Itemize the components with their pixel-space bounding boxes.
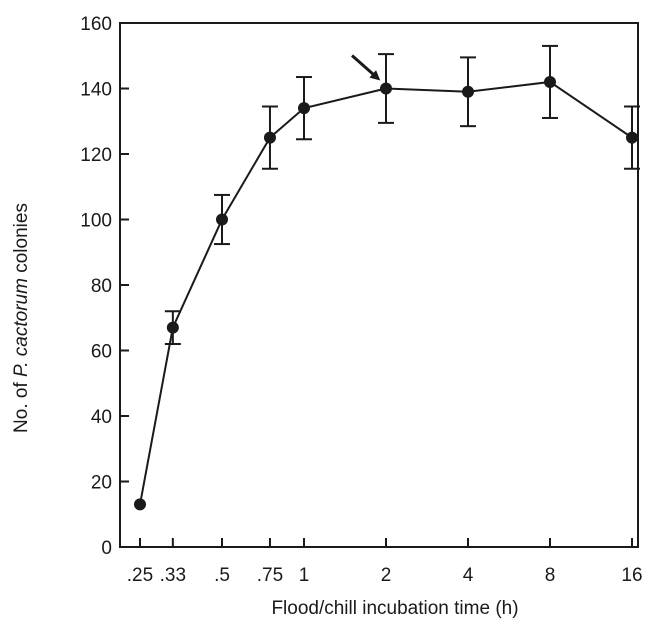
- x-tick-label: 8: [545, 565, 556, 586]
- data-point: [166, 321, 179, 334]
- x-tick-label: .75: [257, 565, 283, 586]
- y-tick-label: 40: [91, 407, 112, 428]
- data-point: [263, 131, 276, 144]
- data-point: [544, 75, 556, 88]
- data-point: [216, 213, 228, 226]
- y-tick-label: 140: [80, 80, 112, 101]
- series-group: [134, 44, 640, 511]
- x-tick-label: 1: [299, 565, 310, 586]
- annotation-arrow: [351, 54, 381, 81]
- y-tick-label: 120: [80, 145, 112, 166]
- y-axis-title-part: colonies: [11, 203, 32, 278]
- annotation-group: [351, 54, 381, 81]
- y-axis: 0 20 40 60 80 100 120 140 160: [80, 14, 129, 559]
- plot-frame: [119, 22, 639, 548]
- x-axis: .25 .33 .5 .75 1 2 4 8 16: [127, 538, 643, 586]
- x-tick-label: .33: [160, 565, 186, 586]
- data-point: [462, 85, 474, 98]
- x-tick-label: .5: [214, 565, 230, 586]
- data-point: [626, 131, 638, 144]
- x-axis-title: Flood/chill incubation time (h): [271, 598, 518, 619]
- y-tick-label: 80: [91, 276, 112, 297]
- data-point: [298, 102, 310, 115]
- y-tick-label: 160: [80, 14, 112, 35]
- series-line: [139, 80, 633, 505]
- x-tick-label: 2: [381, 565, 392, 586]
- data-point: [134, 498, 146, 511]
- y-tick-label: 60: [91, 342, 112, 363]
- y-tick-label: 0: [101, 538, 112, 559]
- y-axis-title-part: No. of: [11, 377, 32, 433]
- data-point: [380, 82, 392, 95]
- x-tick-label: 4: [463, 565, 474, 586]
- y-tick-label: 20: [91, 473, 112, 494]
- plot-border: [119, 22, 639, 548]
- x-tick-label: .25: [127, 565, 153, 586]
- y-tick-label: 100: [80, 211, 112, 232]
- y-axis-title-species: P. cactorum: [11, 278, 32, 377]
- x-tick-label: 16: [621, 565, 642, 586]
- y-axis-title: No. of P. cactorum colonies: [11, 203, 32, 433]
